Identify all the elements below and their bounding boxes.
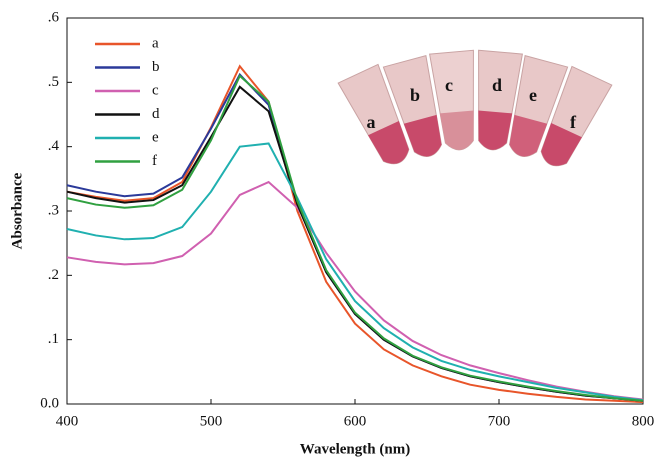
series-line [66, 64, 644, 404]
x-axis-title: Wavelength (nm) [300, 441, 410, 457]
photo-label: e [529, 85, 537, 105]
y-axis-title: Absorbance [9, 172, 25, 249]
series-line [66, 74, 644, 402]
legend-label: c [152, 82, 159, 98]
legend-label: e [152, 129, 159, 145]
x-tick-label: 600 [344, 413, 367, 429]
y-tick-label: .1 [48, 331, 59, 347]
photo-label: f [570, 112, 577, 132]
series-line [66, 142, 644, 402]
legend-label: b [152, 59, 160, 75]
x-tick-label: 500 [200, 413, 223, 429]
x-tick-label: 800 [632, 413, 655, 429]
x-tick-label: 400 [56, 413, 79, 429]
legend-label: f [152, 153, 157, 169]
x-tick-label: 700 [488, 413, 511, 429]
legend-label: d [152, 106, 160, 122]
photo-label: d [492, 75, 502, 95]
y-tick-label: .4 [48, 138, 60, 154]
inset-photo [337, 49, 613, 167]
y-tick-label: .6 [48, 9, 60, 25]
y-tick-label: 0.0 [40, 395, 59, 411]
photo-label: c [445, 75, 453, 95]
y-tick-label: .2 [48, 267, 59, 283]
y-tick-label: .3 [48, 202, 59, 218]
y-tick-label: .5 [48, 74, 59, 90]
photo-label: a [367, 112, 376, 132]
series-line [66, 180, 644, 401]
legend-label: a [152, 35, 159, 51]
photo-label: b [410, 85, 420, 105]
